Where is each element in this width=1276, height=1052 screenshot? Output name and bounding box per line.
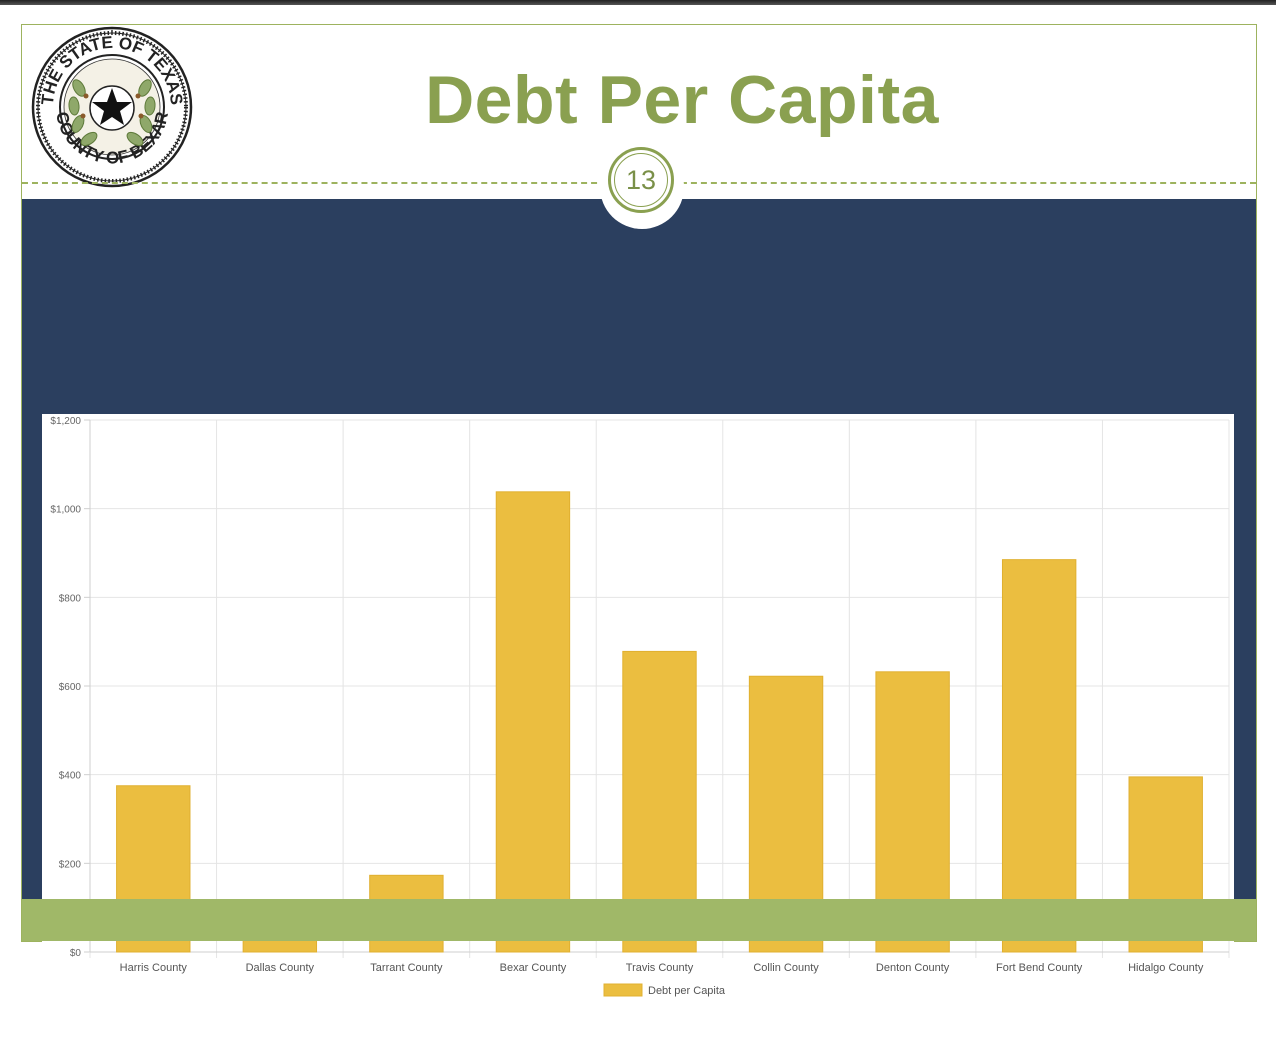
slide-title: Debt Per Capita <box>425 62 939 138</box>
legend-label: Debt per Capita <box>648 985 726 997</box>
bar-fort-bend-county <box>1001 559 1077 953</box>
x-tick-label: Hidalgo County <box>1128 962 1204 974</box>
source-note: Source: Texas Bond Review Board (as of F… <box>56 1028 587 1051</box>
star-icon <box>92 88 132 125</box>
x-tick-label: Denton County <box>876 962 950 974</box>
y-tick-label: $600 <box>59 682 82 693</box>
y-tick-label: $1,200 <box>50 416 81 427</box>
x-tick-label: Bexar County <box>500 962 567 974</box>
y-tick-label: $200 <box>59 859 82 870</box>
x-tick-label: Travis County <box>626 962 694 974</box>
chart-panel: $0 $200 $400 $600 $800 $1,000 $1,200 Harris Cou… <box>22 199 1256 1051</box>
top-window-strip <box>0 0 1276 5</box>
footer-bar <box>22 899 1256 941</box>
page-number: 13 <box>614 153 668 207</box>
x-tick-label: Fort Bend County <box>996 962 1083 974</box>
bexar-county-seal: THE STATE OF TEXAS COUNTY OF BEXAR <box>31 26 193 188</box>
page-number-badge: 13 <box>608 147 674 213</box>
x-tick-label: Dallas County <box>246 962 315 974</box>
legend-swatch <box>603 983 643 997</box>
bar-bexar-county <box>495 491 571 953</box>
y-tick-label: $0 <box>70 948 82 959</box>
y-tick-label: $1,000 <box>50 505 81 516</box>
x-tick-label: Collin County <box>753 962 819 974</box>
y-tick-label: $800 <box>59 593 82 604</box>
slide: THE STATE OF TEXAS COUNTY OF BEXAR <box>21 24 1257 1051</box>
y-tick-label: $400 <box>59 771 82 782</box>
x-tick-label: Harris County <box>120 962 188 974</box>
x-tick-label: Tarrant County <box>370 962 443 974</box>
